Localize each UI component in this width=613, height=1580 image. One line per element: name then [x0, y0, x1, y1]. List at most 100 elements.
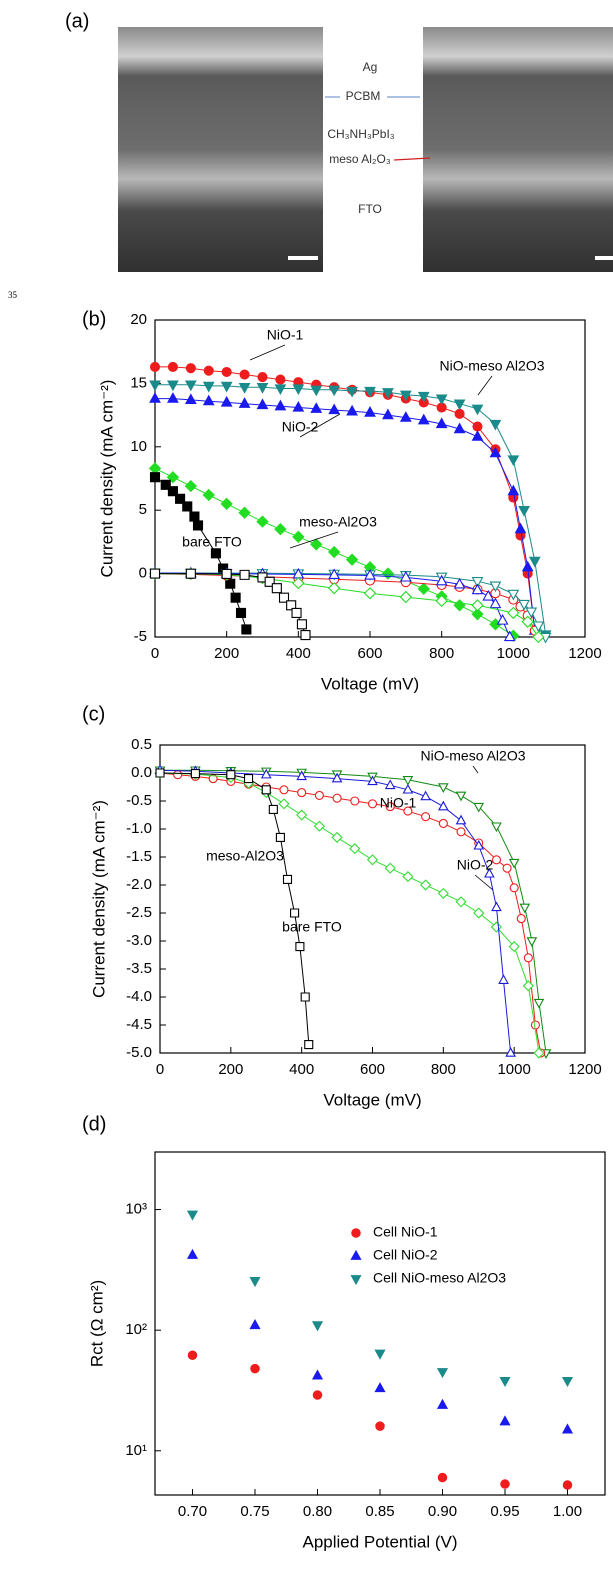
data-point — [297, 788, 307, 798]
data-point — [311, 1369, 324, 1380]
data-point — [184, 479, 198, 493]
data-point — [374, 1382, 386, 1393]
y-tick-label: -1.5 — [126, 848, 152, 865]
data-point — [437, 1472, 448, 1483]
data-point — [525, 607, 538, 619]
x-axis-label: Voltage (mV) — [323, 1090, 421, 1109]
data-point — [489, 419, 502, 431]
x-tick-label: 200 — [218, 1061, 243, 1078]
data-point — [435, 594, 448, 608]
data-point — [187, 1350, 198, 1360]
data-point — [473, 839, 485, 850]
data-point — [167, 361, 178, 372]
data-point — [279, 785, 289, 795]
data-point — [271, 583, 282, 594]
y-tick-label: -5.0 — [126, 1044, 152, 1061]
data-point — [367, 775, 378, 786]
annotation-arrow — [299, 413, 341, 438]
data-point — [220, 381, 233, 393]
y-tick-label: -2.0 — [126, 876, 152, 893]
data-point — [399, 570, 412, 582]
y-tick-label: -4.5 — [126, 1016, 152, 1033]
data-point — [417, 391, 430, 403]
data-point — [238, 383, 251, 394]
data-point — [399, 590, 413, 604]
data-point — [292, 576, 305, 590]
data-point — [167, 392, 179, 403]
data-point — [346, 404, 358, 416]
data-point — [346, 386, 358, 398]
panel-label: (d) — [82, 1113, 106, 1135]
legend-label: Cell NiO-2 — [373, 1247, 438, 1263]
x-tick-label: 600 — [360, 1061, 385, 1078]
annotation-arrow — [249, 344, 286, 361]
data-point — [182, 501, 193, 512]
data-point — [561, 1423, 574, 1434]
data-point — [364, 386, 376, 398]
data-point — [292, 530, 305, 544]
data-point — [503, 630, 516, 642]
page-number: 35 — [8, 290, 18, 300]
data-point — [314, 790, 324, 800]
data-point — [514, 522, 527, 534]
series-annotation: meso-Al2O3 — [299, 514, 377, 530]
data-point — [508, 941, 520, 953]
data-point — [507, 484, 520, 496]
data-point — [327, 545, 341, 559]
data-point — [403, 806, 413, 816]
data-point — [310, 402, 323, 413]
data-point — [499, 1415, 511, 1426]
data-point — [250, 1363, 260, 1374]
series-annotation: NiO-1 — [380, 795, 417, 811]
data-point — [149, 568, 161, 579]
data-point — [274, 523, 287, 536]
y-tick-label: 0 — [139, 565, 147, 582]
data-point — [364, 568, 376, 580]
series-annotation: bare FTO — [282, 919, 342, 935]
x-tick-label: 0 — [156, 1061, 164, 1078]
data-point — [295, 942, 305, 952]
data-point — [363, 587, 377, 600]
data-point — [523, 953, 533, 963]
data-point — [455, 791, 467, 802]
data-point — [186, 1210, 199, 1221]
data-point — [235, 607, 247, 618]
data-point — [384, 862, 396, 874]
data-point — [491, 901, 502, 912]
data-point — [226, 770, 236, 780]
data-point — [149, 361, 161, 372]
data-point — [438, 818, 448, 828]
y-tick-label: 10² — [125, 1321, 147, 1338]
series-line — [159, 772, 310, 1045]
data-point — [399, 390, 412, 402]
data-point — [225, 578, 236, 589]
data-point — [507, 455, 520, 467]
data-point — [149, 472, 161, 483]
series-line — [154, 476, 247, 630]
data-point — [471, 599, 484, 612]
data-point — [522, 980, 534, 992]
data-point — [502, 863, 512, 873]
layer-label: CH₃NH₃PbI₃ — [327, 127, 394, 141]
x-tick-label: 400 — [286, 645, 311, 662]
data-point — [349, 843, 361, 855]
x-tick-label: 1000 — [497, 1061, 530, 1078]
data-point — [473, 907, 485, 919]
x-tick-label: 200 — [214, 645, 239, 662]
data-point — [500, 1479, 510, 1489]
panel-label: (a) — [65, 10, 89, 32]
data-point — [496, 613, 509, 625]
y-tick-label: -2.5 — [126, 904, 152, 921]
y-axis-label: Current density (mA cm⁻²) — [97, 380, 116, 578]
y-axis-label: Current density (mA cm⁻²) — [89, 800, 108, 998]
series-line — [160, 769, 547, 1054]
data-point — [437, 887, 449, 899]
y-tick-label: -0.5 — [126, 792, 152, 809]
data-point — [484, 867, 495, 878]
arrow — [393, 157, 431, 161]
data-point — [312, 1390, 323, 1400]
data-point — [185, 568, 196, 579]
data-point — [239, 569, 250, 580]
data-point — [456, 827, 466, 837]
data-point — [256, 383, 269, 394]
